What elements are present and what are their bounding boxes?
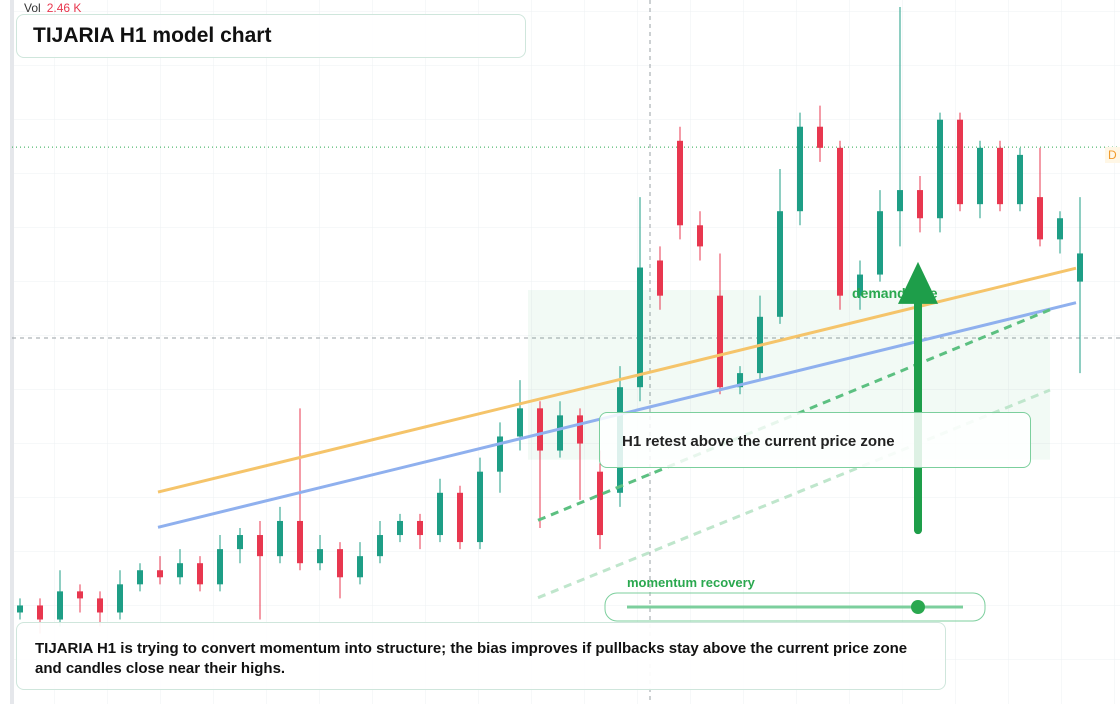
note: TIJARIA H1 is trying to convert momentum…	[16, 622, 946, 690]
candle-body	[637, 267, 643, 388]
candle-body	[257, 535, 263, 557]
candle-body	[437, 492, 443, 536]
candle-body	[97, 598, 103, 613]
candle-body	[177, 563, 183, 578]
annotation: H1 retest above the current price zone	[599, 412, 1031, 468]
candle-body	[57, 591, 63, 620]
candle-body	[917, 190, 923, 219]
candle-body	[537, 408, 543, 451]
candle-body	[77, 591, 83, 599]
arrow-head	[898, 261, 938, 304]
candle-body	[937, 119, 943, 219]
candle-body	[697, 225, 703, 247]
slider-label: momentum recovery	[627, 575, 755, 590]
candle-body	[317, 549, 323, 564]
candle-body	[397, 520, 403, 536]
candle-body	[717, 295, 723, 388]
candle-body	[997, 147, 1003, 205]
slider-knob[interactable]	[911, 600, 925, 614]
candle-body	[37, 605, 43, 620]
candle-body	[497, 436, 503, 472]
price-line-label: D	[1105, 147, 1120, 163]
candle-body	[217, 549, 223, 585]
candle-body	[657, 260, 663, 296]
candle-body	[1057, 218, 1063, 240]
candle-body	[377, 535, 383, 557]
chart-title: TIJARIA H1 model chart	[16, 14, 526, 58]
candle-body	[797, 126, 803, 212]
candle-body	[577, 415, 583, 444]
candle-body	[1037, 197, 1043, 240]
candle-body	[877, 211, 883, 275]
vol-value: 2.46 K	[46, 1, 82, 15]
candle-body	[777, 211, 783, 317]
vol-label: Vol	[24, 1, 41, 15]
candle-body	[677, 140, 683, 226]
candle-body	[417, 520, 423, 536]
candle-body	[897, 190, 903, 212]
candle-body	[837, 147, 843, 296]
candle-body	[157, 570, 163, 578]
candle-body	[597, 471, 603, 536]
candle-body	[117, 584, 123, 613]
slider-box	[604, 592, 986, 622]
candle-body	[517, 408, 523, 437]
candle-body	[857, 274, 863, 296]
candle-body	[277, 520, 283, 557]
candle-body	[977, 147, 983, 205]
candle-body	[557, 415, 563, 451]
candle-body	[237, 535, 243, 550]
volume-readout: Vol 2.46 K	[24, 1, 81, 15]
candle-body	[1077, 253, 1083, 282]
candle-body	[137, 570, 143, 585]
candle-body	[357, 556, 363, 578]
candle-body	[477, 471, 483, 543]
candle-body	[297, 520, 303, 564]
candle-body	[957, 119, 963, 205]
candle-body	[817, 126, 823, 148]
candle-body	[457, 492, 463, 543]
candle-body	[1017, 154, 1023, 205]
candle-body	[17, 605, 23, 613]
candle-body	[337, 549, 343, 578]
candle-body	[737, 373, 743, 388]
candle-body	[197, 563, 203, 585]
trend-line	[157, 266, 1077, 494]
